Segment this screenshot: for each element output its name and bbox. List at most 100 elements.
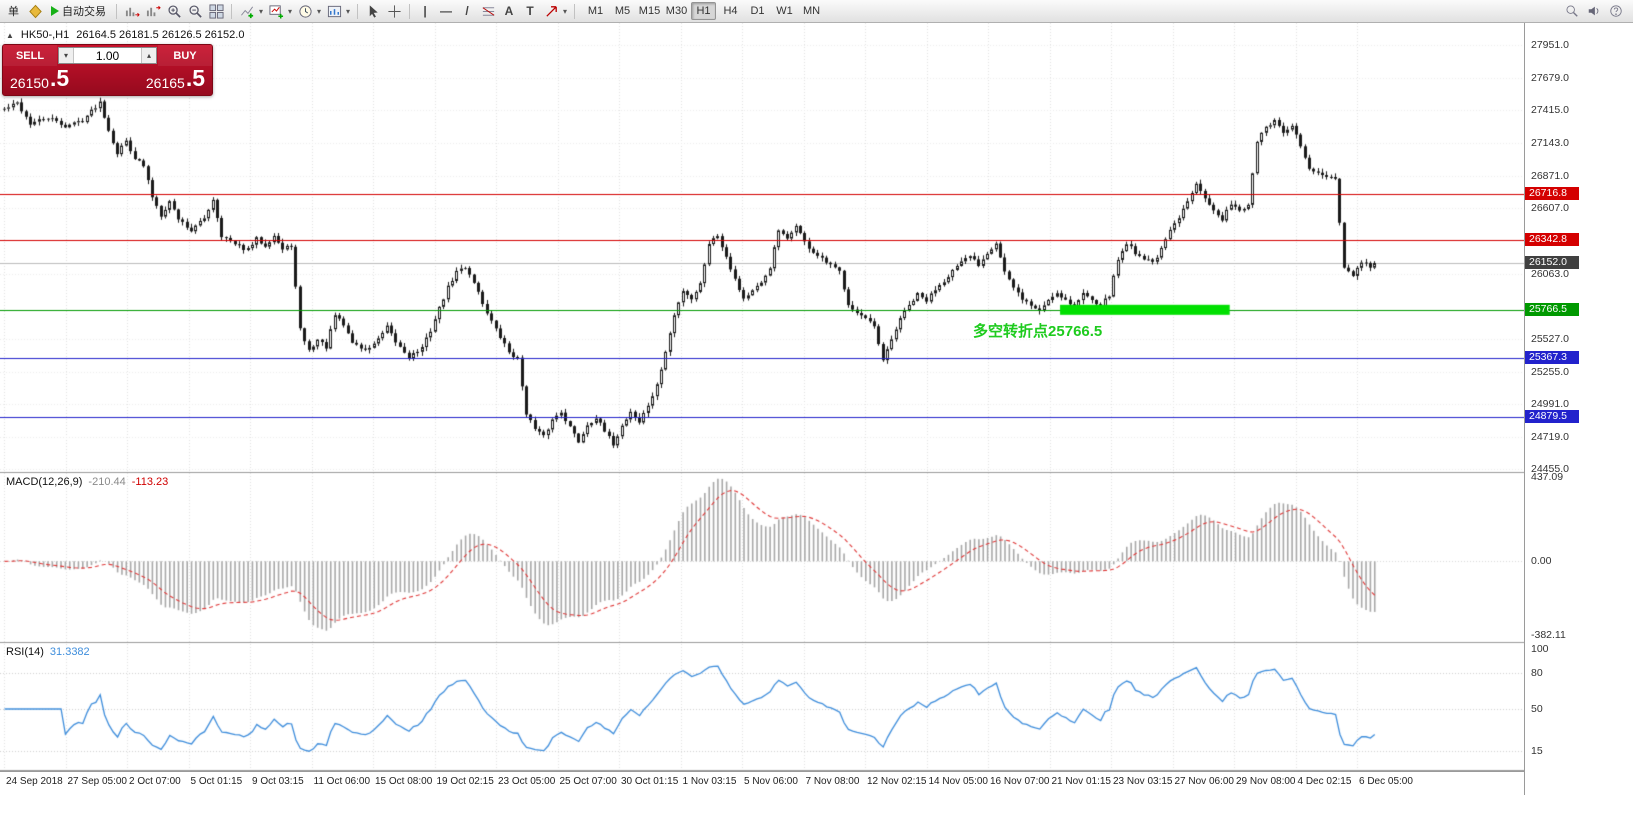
volume-decrease-button[interactable]: ▾	[59, 48, 74, 63]
macd-indicator-label: MACD(12,26,9) -210.44 -113.23	[6, 476, 169, 488]
auto-scroll-icon[interactable]	[122, 2, 142, 20]
sell-price-main: 26150	[10, 75, 49, 91]
axis-tick: 26871.0	[1531, 169, 1569, 182]
sell-price[interactable]: 26150.5	[10, 65, 70, 91]
arrows-dropdown-icon[interactable]: ▾	[562, 6, 567, 16]
fibonacci-icon[interactable]	[478, 2, 498, 20]
volume-control: ▾ ▴	[58, 47, 157, 64]
axis-tick: 24455.0	[1531, 462, 1569, 475]
time-label: 30 Oct 01:15	[621, 776, 679, 787]
time-label: 1 Nov 03:15	[682, 776, 737, 787]
time-label: 6 Dec 05:00	[1359, 776, 1413, 787]
axis-tick: 25527.0	[1531, 332, 1569, 345]
timeframe-mn[interactable]: MN	[802, 5, 821, 17]
axis-tick: 27143.0	[1531, 136, 1569, 149]
price-tag: 26342.8	[1525, 232, 1579, 246]
time-label: 23 Oct 05:00	[498, 776, 556, 787]
timeframe-h4[interactable]: H4	[723, 5, 738, 17]
pivot-annotation[interactable]: 多空转折点25766.5	[973, 322, 1103, 340]
time-label: 9 Oct 03:15	[252, 776, 304, 787]
time-label: 29 Nov 08:00	[1236, 776, 1296, 787]
text-tool-icon[interactable]: A	[504, 4, 514, 18]
timeframe-w1[interactable]: W1	[776, 5, 793, 17]
clock-dropdown-icon[interactable]: ▾	[316, 6, 321, 16]
time-axis[interactable]: 24 Sep 2018 27 Sep 05:00 2 Oct 07:00 5 Oct …	[0, 771, 1524, 796]
axis-tick: 24719.0	[1531, 430, 1569, 443]
axis-tick: 27679.0	[1531, 71, 1569, 84]
sound-icon[interactable]	[1584, 2, 1604, 20]
time-label: 5 Oct 01:15	[190, 776, 243, 787]
separator	[231, 3, 232, 19]
vertical-line-icon[interactable]: |	[423, 4, 427, 18]
zoom-out-icon[interactable]	[185, 2, 205, 20]
time-label: 27 Nov 06:00	[1174, 776, 1235, 787]
time-label: 4 Dec 02:15	[1297, 776, 1352, 787]
timeframe-group: M1 M5 M15 M30 H1 H4 D1 W1 MN	[582, 2, 825, 20]
time-label: 19 Oct 02:15	[436, 776, 494, 787]
autotrading-button[interactable]: 自动交易	[46, 2, 111, 20]
time-label: 5 Nov 06:00	[744, 776, 798, 787]
indicators-dropdown-icon[interactable]: ▾	[258, 6, 263, 16]
sell-price-frac: .5	[49, 65, 70, 91]
chart-canvas[interactable]	[0, 23, 1524, 771]
sell-button[interactable]: SELL	[3, 45, 57, 66]
time-label: 2 Oct 07:00	[129, 776, 181, 787]
timeframe-d1[interactable]: D1	[750, 5, 765, 17]
axis-tick: 25255.0	[1531, 365, 1569, 378]
time-label: 16 Nov 07:00	[990, 776, 1050, 787]
timeframe-m5[interactable]: M5	[614, 5, 631, 17]
new-chart-dropdown-icon[interactable]: ▾	[287, 6, 292, 16]
ohlc-values: 26164.5 26181.5 26126.5 26152.0	[76, 29, 245, 41]
chart-title: ▲ HK50-,H1 26164.5 26181.5 26126.5 26152…	[6, 29, 244, 41]
label-tool-icon[interactable]: T	[526, 4, 534, 18]
horizontal-line-icon[interactable]: —	[440, 4, 452, 18]
one-click-trading-panel: SELL ▾ ▴ BUY 26150.5 26165.5	[2, 44, 213, 96]
symbol-period-label: HK50-,H1	[20, 29, 70, 41]
axis-tick: 0.00	[1531, 555, 1552, 568]
separator	[574, 3, 575, 19]
time-label: 23 Nov 03:15	[1113, 776, 1173, 787]
trendline-icon[interactable]: /	[465, 4, 469, 18]
buy-price-frac: .5	[185, 65, 205, 91]
price-tag: 25367.3	[1525, 351, 1579, 365]
buy-price-main: 26165	[145, 75, 185, 91]
axis-tick: 80	[1531, 667, 1543, 679]
chart-settings-dropdown-icon[interactable]: ▾	[345, 6, 350, 16]
price-tag: 25766.5	[1525, 302, 1579, 316]
volume-input[interactable]	[74, 48, 141, 63]
buy-price[interactable]: 26165.5	[145, 65, 205, 91]
arrows-tool-icon[interactable]	[541, 2, 561, 20]
timeframe-m30[interactable]: M30	[665, 5, 688, 17]
axis-tick: 26607.0	[1531, 201, 1569, 214]
new-order-button[interactable]: 单	[3, 2, 24, 20]
axis-tick: -382.11	[1531, 628, 1566, 641]
zoom-in-icon[interactable]	[164, 2, 184, 20]
price-tag: 26152.0	[1525, 256, 1579, 270]
timeframe-m15[interactable]: M15	[638, 5, 661, 17]
quick-order-icon[interactable]	[25, 2, 45, 20]
collapse-panel-icon[interactable]: ▲	[6, 30, 14, 40]
cursor-icon[interactable]	[363, 2, 383, 20]
buy-button[interactable]: BUY	[158, 45, 212, 66]
new-chart-icon[interactable]	[266, 2, 286, 20]
clock-icon[interactable]	[295, 2, 315, 20]
crosshair-icon[interactable]	[384, 2, 404, 20]
separator	[116, 3, 117, 19]
macd-main-value: -210.44	[88, 476, 126, 488]
help-icon[interactable]	[1606, 2, 1626, 20]
timeframe-h1[interactable]: H1	[691, 2, 716, 20]
axis-tick: 27415.0	[1531, 103, 1569, 116]
indicators-icon[interactable]	[237, 2, 257, 20]
search-icon[interactable]	[1562, 2, 1582, 20]
volume-increase-button[interactable]: ▴	[141, 48, 156, 63]
timeframe-m1[interactable]: M1	[587, 5, 604, 17]
time-label: 27 Sep 05:00	[67, 776, 128, 787]
price-axis[interactable]: 27951.0 27679.0 27415.0 27143.0 26871.0 26607…	[1524, 23, 1633, 795]
time-label: 14 Nov 05:00	[928, 776, 989, 787]
chart-settings-icon[interactable]	[324, 2, 344, 20]
toolbar: 单 自动交易 ▾ ▾ ▾	[0, 0, 1633, 23]
time-label: 15 Oct 08:00	[375, 776, 433, 787]
axis-tick: 50	[1531, 703, 1543, 715]
tile-windows-icon[interactable]	[206, 2, 226, 20]
chart-shift-icon[interactable]	[143, 2, 163, 20]
